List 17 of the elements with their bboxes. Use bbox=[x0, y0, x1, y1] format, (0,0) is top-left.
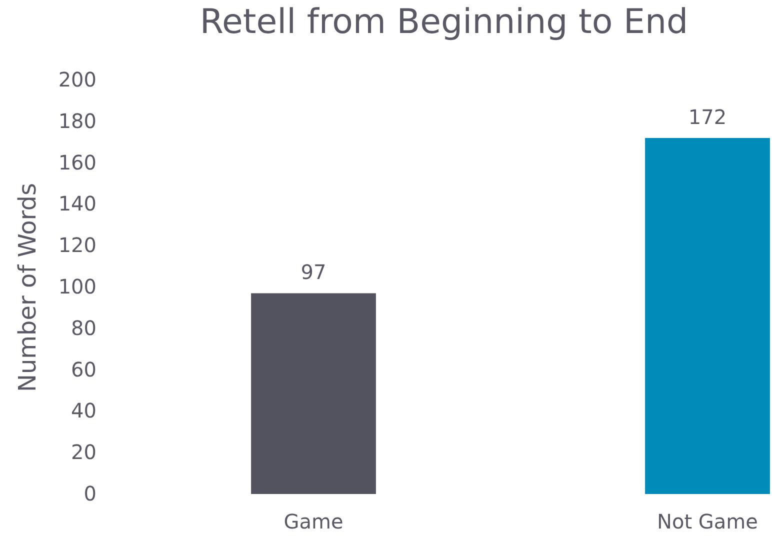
x-tick-label: Game bbox=[284, 510, 344, 534]
x-tick-label: Not Game bbox=[657, 510, 758, 534]
y-tick-label: 20 bbox=[71, 440, 96, 464]
y-tick-label: 180 bbox=[58, 108, 96, 133]
data-label: 97 bbox=[300, 260, 326, 284]
y-tick-label: 100 bbox=[58, 274, 96, 298]
y-tick-label: 60 bbox=[71, 357, 96, 382]
y-tick-label: 40 bbox=[71, 398, 96, 423]
y-tick-label: 0 bbox=[84, 482, 96, 506]
y-tick-label: 160 bbox=[58, 150, 96, 174]
y-tick-label: 200 bbox=[58, 68, 96, 92]
chart-title: Retell from Beginning to End bbox=[200, 2, 688, 42]
y-axis-title: Number of Words bbox=[13, 183, 42, 392]
y-tick-label: 120 bbox=[58, 233, 96, 258]
y-tick-label: 140 bbox=[58, 192, 96, 216]
y-tick-label: 80 bbox=[71, 316, 96, 340]
data-label: 172 bbox=[688, 104, 727, 129]
